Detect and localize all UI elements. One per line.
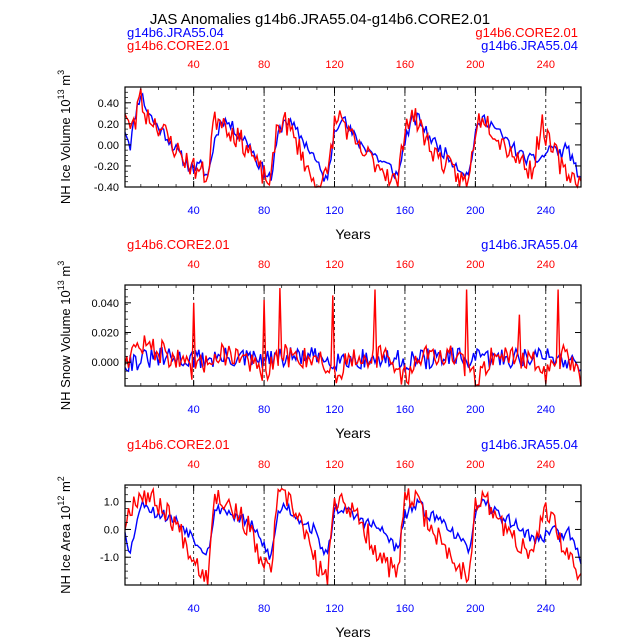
x-tick-label-bottom: 240	[537, 205, 555, 217]
plot-frame	[124, 284, 582, 387]
x-tick-label-top: 120	[325, 459, 343, 471]
series-label-right: g14b6.JRA55.04	[481, 237, 578, 252]
figure-title: JAS Anomalies g14b6.JRA55.04-g14b6.CORE2…	[150, 11, 490, 28]
series-line-core	[124, 486, 582, 586]
panel-2: 0.040 0.020 0.000 40 40 80 80 120 120 160 160 200 20…	[56, 237, 582, 441]
x-tick-label-bottom: 40	[188, 205, 200, 217]
series-label-right-top: g14b6.CORE2.01	[475, 25, 578, 40]
x-tick-label-top: 40	[188, 59, 200, 71]
y-tick-label: 1.0	[104, 497, 119, 509]
series-label-left-top: g14b6.JRA55.04	[127, 25, 224, 40]
y-axis-label: NH Snow Volume 1013 m3	[56, 261, 73, 410]
x-tick-label-bottom: 240	[537, 404, 555, 416]
x-tick-label-bottom: 240	[537, 603, 555, 615]
series-label-left: g14b6.CORE2.01	[127, 437, 230, 452]
x-tick-label-bottom: 120	[325, 205, 343, 217]
y-tick-label: 0.000	[91, 357, 119, 369]
y-tick-label: -0.20	[94, 161, 119, 173]
series-label-left: g14b6.CORE2.01	[127, 38, 230, 53]
y-tick-label: -0.40	[94, 182, 119, 194]
series-line-core	[124, 88, 582, 189]
x-tick-label-top: 120	[325, 59, 343, 71]
series-label-right: g14b6.JRA55.04	[481, 38, 578, 53]
x-tick-label-top: 160	[396, 59, 414, 71]
x-tick-label-bottom: 160	[396, 404, 414, 416]
y-tick-label: 0.40	[98, 98, 119, 110]
x-tick-label-top: 240	[537, 259, 555, 271]
x-tick-label-top: 240	[537, 59, 555, 71]
x-tick-label-top: 80	[258, 259, 270, 271]
x-axis-label: Years	[335, 624, 370, 638]
x-tick-label-bottom: 80	[258, 205, 270, 217]
x-tick-label-top: 80	[258, 59, 270, 71]
x-axis-label: Years	[335, 226, 370, 242]
plot-frame	[124, 86, 582, 188]
x-tick-label-top: 200	[466, 259, 484, 271]
x-tick-label-bottom: 160	[396, 205, 414, 217]
series-label-right: g14b6.JRA55.04	[481, 437, 578, 452]
series-line-core	[124, 287, 582, 388]
x-tick-label-top: 200	[466, 59, 484, 71]
x-tick-label-top: 40	[188, 259, 200, 271]
x-tick-label-bottom: 120	[325, 404, 343, 416]
x-tick-label-bottom: 120	[325, 603, 343, 615]
series-label-left: g14b6.CORE2.01	[127, 237, 230, 252]
x-tick-label-top: 40	[188, 459, 200, 471]
y-tick-label: 0.20	[98, 119, 119, 131]
y-tick-label: 0.00	[98, 140, 119, 152]
x-tick-label-top: 120	[325, 259, 343, 271]
x-tick-label-bottom: 200	[466, 205, 484, 217]
x-axis-label: Years	[335, 425, 370, 441]
x-tick-label-bottom: 200	[466, 603, 484, 615]
y-tick-label: 0.020	[91, 328, 119, 340]
x-tick-label-bottom: 40	[188, 404, 200, 416]
x-tick-label-top: 200	[466, 459, 484, 471]
x-tick-label-bottom: 40	[188, 603, 200, 615]
x-tick-label-top: 240	[537, 459, 555, 471]
x-tick-label-bottom: 80	[258, 404, 270, 416]
x-tick-label-top: 160	[396, 459, 414, 471]
x-tick-label-bottom: 200	[466, 404, 484, 416]
x-tick-label-bottom: 80	[258, 603, 270, 615]
panel-3: 1.0 0.0 -1.0 40 40 80 80 120 120 160 160 200 200 240 2…	[56, 437, 582, 638]
series-line-jra	[124, 497, 582, 565]
plot-frame	[124, 484, 582, 586]
panel-1: 0.40 0.20 0.00 -0.20 -0.40 40 40 80 80 120 120 160 1…	[56, 25, 582, 242]
x-tick-label-bottom: 160	[396, 603, 414, 615]
y-tick-label: 0.040	[91, 298, 119, 310]
y-axis-label: NH Ice Area 1012 m2	[56, 476, 73, 594]
x-tick-label-top: 160	[396, 259, 414, 271]
y-axis-label: NH Ice Volume 1013 m3	[56, 70, 73, 204]
x-tick-label-top: 80	[258, 459, 270, 471]
y-tick-label: 0.0	[104, 524, 119, 536]
y-tick-label: -1.0	[100, 552, 119, 564]
